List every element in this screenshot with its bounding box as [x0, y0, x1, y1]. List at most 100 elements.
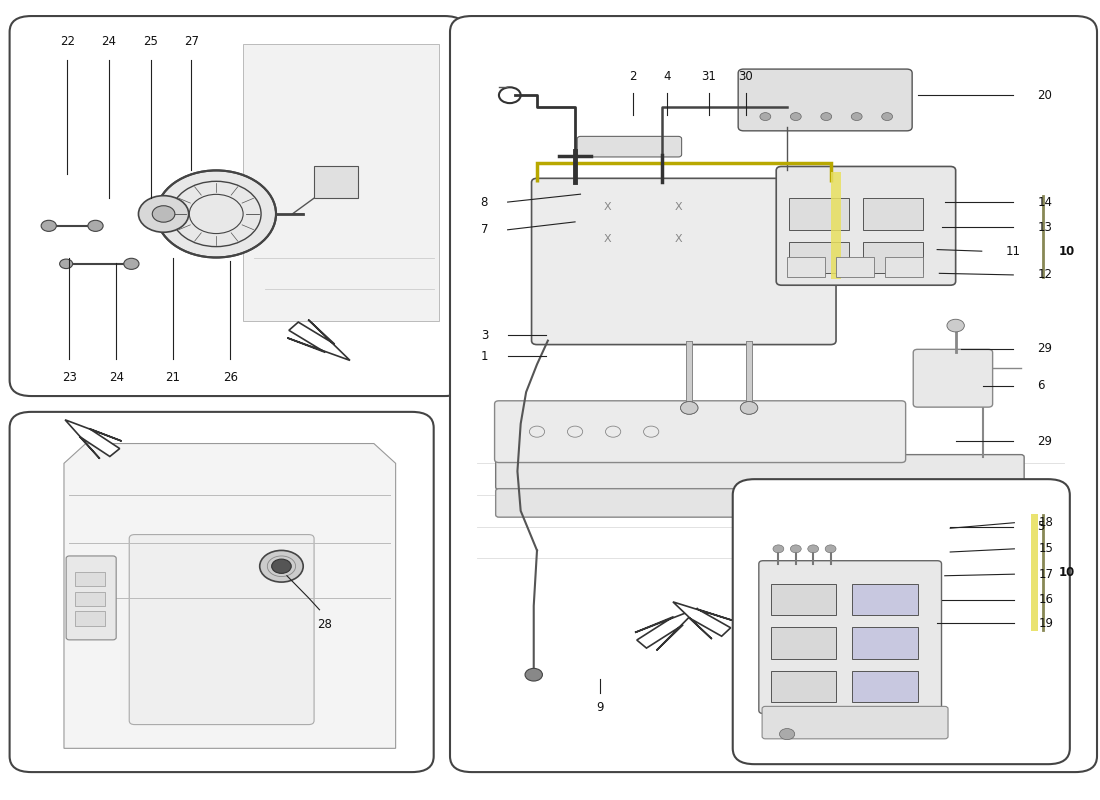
Bar	[852, 584, 917, 615]
Bar	[315, 166, 358, 198]
Bar	[75, 591, 106, 606]
Text: 4: 4	[663, 70, 671, 83]
Circle shape	[156, 170, 276, 258]
Text: 9: 9	[596, 701, 604, 714]
FancyBboxPatch shape	[762, 706, 948, 739]
FancyBboxPatch shape	[129, 534, 315, 725]
Bar	[830, 172, 842, 279]
Bar	[771, 670, 836, 702]
Circle shape	[681, 402, 697, 414]
Text: 31: 31	[702, 70, 716, 83]
Text: 26: 26	[223, 370, 238, 384]
Text: 29: 29	[1037, 342, 1053, 355]
Text: X: X	[604, 202, 612, 212]
Text: X: X	[674, 234, 682, 244]
FancyBboxPatch shape	[495, 401, 905, 462]
Polygon shape	[635, 608, 697, 650]
Circle shape	[740, 402, 758, 414]
Bar	[746, 341, 752, 408]
Bar	[864, 242, 923, 274]
Circle shape	[139, 196, 189, 232]
Circle shape	[740, 402, 758, 414]
FancyBboxPatch shape	[531, 178, 836, 345]
Text: X: X	[674, 202, 682, 212]
Text: 25: 25	[143, 34, 158, 48]
Circle shape	[807, 545, 818, 553]
Bar	[771, 584, 836, 615]
Text: 3: 3	[481, 329, 488, 342]
Circle shape	[791, 113, 801, 121]
Text: 10: 10	[1059, 566, 1075, 579]
Text: 28: 28	[317, 618, 332, 630]
Text: 7: 7	[481, 223, 488, 236]
Text: 1: 1	[481, 350, 488, 363]
Circle shape	[947, 319, 965, 332]
Text: 22: 22	[59, 34, 75, 48]
FancyBboxPatch shape	[10, 16, 466, 396]
FancyBboxPatch shape	[777, 166, 956, 286]
Text: 11: 11	[1005, 245, 1021, 258]
Text: 12: 12	[1037, 269, 1053, 282]
Circle shape	[124, 258, 139, 270]
Circle shape	[821, 113, 832, 121]
Bar	[686, 341, 693, 408]
Circle shape	[681, 402, 697, 414]
Circle shape	[525, 668, 542, 681]
Text: 5: 5	[1037, 520, 1045, 533]
FancyBboxPatch shape	[733, 479, 1070, 764]
FancyBboxPatch shape	[66, 556, 117, 640]
Bar	[852, 627, 917, 659]
Text: 23: 23	[62, 370, 77, 384]
Polygon shape	[64, 443, 396, 748]
Circle shape	[791, 545, 801, 553]
FancyBboxPatch shape	[496, 454, 1024, 490]
Circle shape	[825, 545, 836, 553]
Bar	[75, 572, 106, 586]
Text: 17: 17	[1038, 568, 1054, 581]
Circle shape	[851, 113, 862, 121]
FancyBboxPatch shape	[450, 16, 1097, 772]
FancyBboxPatch shape	[913, 350, 992, 407]
Circle shape	[260, 550, 304, 582]
Bar	[746, 341, 752, 408]
Bar	[886, 257, 923, 277]
Polygon shape	[65, 420, 122, 458]
Text: 29: 29	[1037, 434, 1053, 448]
Text: 14: 14	[1037, 195, 1053, 209]
Bar	[790, 198, 849, 230]
Text: 24: 24	[101, 34, 117, 48]
Bar	[75, 611, 106, 626]
Text: 19: 19	[1038, 617, 1054, 630]
Circle shape	[760, 113, 771, 121]
FancyBboxPatch shape	[578, 136, 682, 157]
Bar	[788, 257, 825, 277]
Text: e: e	[851, 60, 1027, 329]
Bar	[836, 257, 874, 277]
Circle shape	[59, 259, 73, 269]
Text: 6: 6	[1037, 379, 1045, 392]
Circle shape	[780, 729, 794, 740]
Text: 21: 21	[165, 370, 180, 384]
Text: 20: 20	[1037, 89, 1052, 102]
Text: 2: 2	[629, 70, 637, 83]
Polygon shape	[673, 602, 732, 639]
Bar	[771, 627, 836, 659]
Text: 27: 27	[184, 34, 199, 48]
Text: 16: 16	[1038, 593, 1054, 606]
FancyBboxPatch shape	[496, 489, 1035, 517]
Circle shape	[882, 113, 892, 121]
Text: X: X	[604, 234, 612, 244]
Polygon shape	[243, 44, 439, 321]
FancyBboxPatch shape	[10, 412, 433, 772]
Text: 15: 15	[1038, 542, 1053, 555]
FancyBboxPatch shape	[738, 69, 912, 131]
Text: 30: 30	[738, 70, 754, 83]
Bar	[790, 242, 849, 274]
Circle shape	[41, 220, 56, 231]
Circle shape	[773, 545, 784, 553]
Polygon shape	[287, 320, 350, 361]
Circle shape	[272, 559, 292, 574]
Text: 8: 8	[481, 195, 488, 209]
Circle shape	[152, 206, 175, 222]
Text: 10: 10	[1059, 245, 1075, 258]
